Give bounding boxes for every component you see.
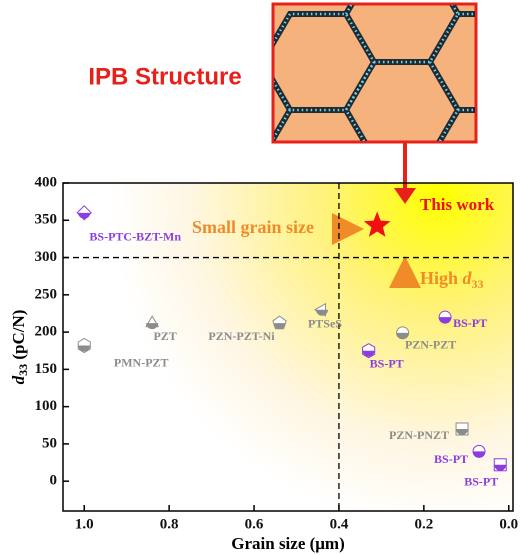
- point-label: BS-PT: [434, 452, 468, 466]
- point-label: PZN-PZT: [405, 338, 456, 352]
- point-half-fill: [473, 451, 486, 458]
- point-label: PTSeS: [308, 316, 342, 330]
- x-tick-label: 0.4: [330, 516, 349, 532]
- x-axis-label: Grain size (μm): [231, 534, 345, 553]
- y-tick-label: 200: [35, 324, 58, 340]
- x-tick-label: 0.6: [245, 516, 264, 532]
- point-label: BS-PT: [464, 475, 498, 489]
- point-half-fill: [439, 317, 452, 324]
- point-half-fill: [362, 350, 375, 357]
- y-label-italic: d: [9, 375, 28, 384]
- hex-dots: [274, 5, 475, 141]
- y-tick-label: 150: [35, 361, 58, 377]
- point-half-fill: [456, 429, 469, 435]
- x-tick-label: 0.2: [414, 516, 433, 532]
- x-tick-label: 0.8: [160, 516, 179, 532]
- x-tick-label: 0.0: [499, 516, 518, 532]
- background-glow: [63, 183, 513, 511]
- point-label: PZT: [153, 329, 176, 343]
- y-tick-label: 400: [35, 174, 58, 190]
- point-half-fill: [78, 212, 91, 219]
- y-label-rest: (pC/N): [9, 310, 28, 364]
- point-half-fill: [146, 323, 159, 330]
- point-half-fill: [494, 464, 507, 471]
- high-italic: d: [463, 268, 473, 288]
- plot-frame: [62, 182, 514, 512]
- y-tick-label: 0: [50, 473, 58, 489]
- y-label-sub: 33: [16, 364, 30, 376]
- y-axis-label: d33 (pC/N): [9, 310, 30, 385]
- point-half-fill: [273, 323, 286, 330]
- y-tick-label: 250: [35, 286, 58, 302]
- point-half-fill: [78, 345, 91, 352]
- point-label: BS-PTC-BZT-Mn: [89, 230, 181, 244]
- inset: IPB Structure: [88, 2, 478, 144]
- y-tick-label: 50: [42, 435, 57, 451]
- highlight-star: [363, 211, 391, 237]
- point-label: PZN-PNZT: [389, 428, 449, 442]
- y-tick-label: 100: [35, 398, 58, 414]
- y-tick-label: 300: [35, 249, 58, 265]
- point-half-fill: [396, 332, 409, 339]
- point-half-fill: [315, 309, 328, 316]
- high-text: High: [420, 268, 463, 288]
- x-tick-label: 1.0: [75, 516, 94, 532]
- point-label: BS-PT: [453, 316, 487, 330]
- inset-frame: [271, 2, 478, 144]
- point-label: BS-PT: [370, 356, 404, 370]
- inset-arrowhead: [394, 188, 416, 204]
- annotation-high: High d33: [420, 268, 484, 291]
- highlight-label: This work: [420, 195, 495, 214]
- inset-title: IPB Structure: [88, 63, 241, 90]
- annotation-small-grain: Small grain size: [192, 217, 314, 237]
- y-tick-label: 350: [35, 212, 58, 228]
- high-sub: 33: [472, 277, 484, 291]
- point-label: PZN-PZT-Ni: [208, 329, 275, 343]
- point-label: PMN-PZT: [114, 355, 169, 369]
